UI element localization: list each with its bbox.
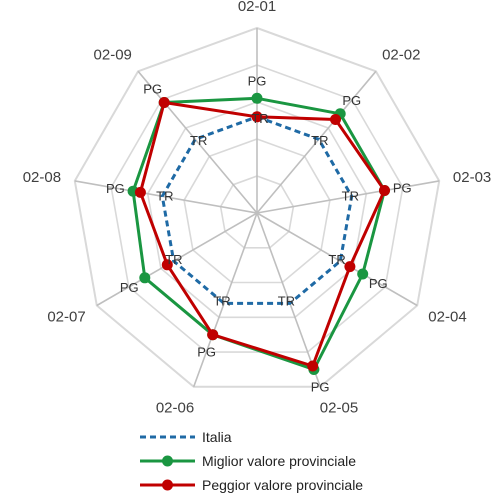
spoke-02-06 xyxy=(192,212,258,388)
spoke-02-03 xyxy=(256,180,440,214)
point-label-pg-02-08: PG xyxy=(106,181,125,196)
legend: Italia Miglior valore provinciale Peggior … xyxy=(140,429,363,493)
series-1-point-02-07 xyxy=(139,272,151,284)
category-label-02-06: 02-06 xyxy=(156,400,194,417)
series-2-point-02-04 xyxy=(344,261,356,273)
category-label-02-08: 02-08 xyxy=(23,169,61,186)
point-label-pg-02-06: PG xyxy=(197,345,216,360)
spoke-02-08 xyxy=(74,180,258,214)
category-label-02-04: 02-04 xyxy=(428,309,466,326)
series-2-point-02-07 xyxy=(161,259,173,271)
series-line-2 xyxy=(138,101,386,368)
legend-label-2: Peggior valore provinciale xyxy=(202,477,363,493)
legend-marker-1 xyxy=(162,455,173,467)
series-line-0 xyxy=(160,115,354,305)
legend-label-1: Miglior valore provinciale xyxy=(202,453,356,469)
category-label-02-05: 02-05 xyxy=(320,400,358,417)
point-label-tr-02-09: TR xyxy=(190,133,207,148)
series-layer xyxy=(127,92,390,375)
series-2-point-02-09 xyxy=(158,97,170,108)
grid-ring-5 xyxy=(73,26,441,388)
grid-ring-4 xyxy=(110,64,404,353)
category-label-02-07: 02-07 xyxy=(47,309,85,326)
radar-grid xyxy=(73,26,441,388)
point-label-tr-02-02: TR xyxy=(311,133,328,148)
series-2-point-02-01 xyxy=(251,111,263,123)
legend-marker-2 xyxy=(162,479,173,491)
series-2-point-02-06 xyxy=(207,329,219,341)
category-label-02-03: 02-03 xyxy=(453,169,491,186)
point-label-pg-02-04: PG xyxy=(369,276,388,291)
legend-label-0: Italia xyxy=(202,429,232,445)
spoke-02-09 xyxy=(137,70,258,214)
series-2-point-02-02 xyxy=(330,114,341,125)
grid-ring-3 xyxy=(146,101,368,319)
series-1-point-02-01 xyxy=(251,92,263,104)
spoke-02-04 xyxy=(256,212,418,307)
point-label-tr-02-06: TR xyxy=(213,294,230,309)
grid-ring-1 xyxy=(219,175,295,249)
series-1-point-02-04 xyxy=(357,268,369,280)
category-label-02-02: 02-02 xyxy=(382,46,420,63)
point-label-pg-02-02: PG xyxy=(342,93,361,108)
point-label-tr-02-01: TR xyxy=(251,111,268,126)
spoke-02-02 xyxy=(256,70,377,214)
point-label-tr-02-05: TR xyxy=(278,294,295,309)
point-label-pg-02-01: PG xyxy=(248,73,267,88)
point-label-pg-02-07: PG xyxy=(120,280,139,295)
point-label-pg-02-05: PG xyxy=(311,379,330,394)
point-label-pg-02-09: PG xyxy=(143,82,162,97)
category-label-02-09: 02-09 xyxy=(94,46,132,63)
grid-ring-2 xyxy=(183,138,331,284)
point-label-tr-02-03: TR xyxy=(342,189,359,204)
spoke-02-05 xyxy=(256,212,322,388)
point-label-pg-02-03: PG xyxy=(393,180,412,195)
point-label-tr-02-08: TR xyxy=(156,189,173,204)
series-2-point-02-08 xyxy=(134,186,146,198)
spoke-02-07 xyxy=(96,212,258,307)
labels-layer: 02-01 02-02 02-03 02-04 02-05 02-06 02-07 02-08… xyxy=(23,0,492,417)
category-label-02-01: 02-01 xyxy=(238,0,276,15)
point-label-tr-02-07: TR xyxy=(165,252,182,267)
series-2-point-02-05 xyxy=(307,360,319,372)
series-2-point-02-03 xyxy=(379,185,390,196)
point-label-tr-02-04: TR xyxy=(328,252,345,267)
